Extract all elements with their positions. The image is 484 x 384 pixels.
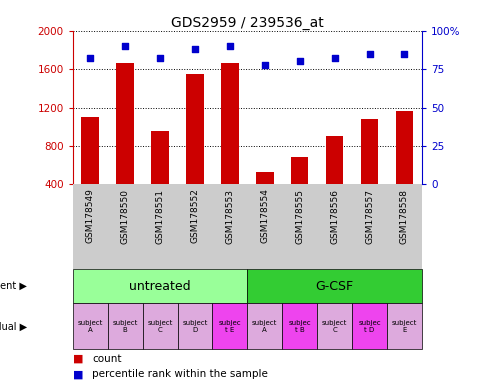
Bar [325, 136, 343, 184]
Point [400, 51, 408, 57]
Text: GSM178551: GSM178551 [155, 189, 164, 243]
Text: subjec
t E: subjec t E [218, 320, 241, 333]
Point [330, 55, 338, 61]
Point [191, 46, 198, 52]
FancyBboxPatch shape [282, 303, 317, 349]
Bar [151, 131, 168, 184]
Text: subject
C: subject C [147, 320, 172, 333]
Text: subject
A: subject A [77, 320, 103, 333]
Bar [81, 117, 99, 184]
Text: subject
E: subject E [391, 320, 416, 333]
Text: count: count [92, 354, 121, 364]
FancyBboxPatch shape [212, 303, 247, 349]
Text: untreated: untreated [129, 280, 191, 293]
FancyBboxPatch shape [177, 303, 212, 349]
FancyBboxPatch shape [73, 303, 107, 349]
Text: GSM178550: GSM178550 [121, 189, 129, 243]
Text: individual ▶: individual ▶ [0, 321, 27, 331]
FancyBboxPatch shape [317, 303, 351, 349]
FancyBboxPatch shape [247, 269, 421, 303]
FancyBboxPatch shape [107, 303, 142, 349]
FancyBboxPatch shape [351, 303, 386, 349]
Text: G-CSF: G-CSF [315, 280, 353, 293]
FancyBboxPatch shape [386, 303, 421, 349]
FancyBboxPatch shape [73, 269, 247, 303]
Text: GSM178554: GSM178554 [260, 189, 269, 243]
Text: subjec
t B: subjec t B [288, 320, 310, 333]
Bar [290, 157, 308, 184]
Bar [256, 172, 273, 184]
Title: GDS2959 / 239536_at: GDS2959 / 239536_at [171, 16, 323, 30]
Text: GSM178558: GSM178558 [399, 189, 408, 243]
Text: subject
B: subject B [112, 320, 137, 333]
Text: GSM178553: GSM178553 [225, 189, 234, 243]
Text: percentile rank within the sample: percentile rank within the sample [92, 369, 268, 379]
Point [226, 43, 233, 49]
FancyBboxPatch shape [142, 303, 177, 349]
Point [260, 61, 268, 68]
Text: subject
D: subject D [182, 320, 207, 333]
Bar [395, 111, 412, 184]
Text: subject
A: subject A [252, 320, 277, 333]
Text: GSM178557: GSM178557 [364, 189, 373, 243]
Text: GSM178555: GSM178555 [295, 189, 303, 243]
Bar [116, 63, 134, 184]
Text: GSM178549: GSM178549 [86, 189, 94, 243]
Point [86, 55, 94, 61]
Text: ■: ■ [73, 369, 83, 379]
Text: ■: ■ [73, 354, 83, 364]
Text: subjec
t D: subjec t D [358, 320, 380, 333]
Text: GSM178556: GSM178556 [330, 189, 338, 243]
Point [295, 58, 303, 65]
Text: GSM178552: GSM178552 [190, 189, 199, 243]
Bar [221, 63, 238, 184]
Text: agent ▶: agent ▶ [0, 281, 27, 291]
Bar [186, 74, 203, 184]
Point [121, 43, 129, 49]
Point [365, 51, 373, 57]
Text: subject
C: subject C [321, 320, 347, 333]
Point [156, 55, 164, 61]
Bar [360, 119, 378, 184]
FancyBboxPatch shape [247, 303, 282, 349]
